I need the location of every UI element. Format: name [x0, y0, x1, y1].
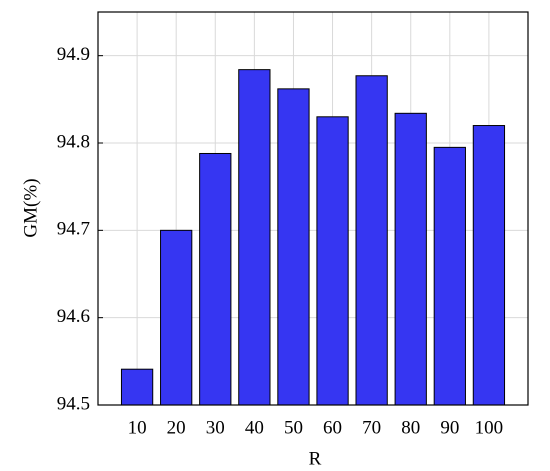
- x-tick-label: 90: [440, 417, 459, 438]
- x-tick-label: 50: [284, 417, 303, 438]
- x-tick-label: 100: [475, 417, 504, 438]
- bar: [238, 69, 271, 406]
- y-tick-label: 94.7: [57, 219, 90, 240]
- y-tick-label: 94.8: [57, 131, 90, 152]
- x-tick-label: 60: [323, 417, 342, 438]
- x-tick-label: 70: [362, 417, 381, 438]
- y-tick-label: 94.9: [57, 44, 90, 65]
- bar: [277, 88, 310, 406]
- bar: [433, 146, 466, 406]
- y-axis-label: GM(%): [20, 178, 41, 237]
- x-tick-label: 20: [167, 417, 186, 438]
- bar: [199, 152, 232, 406]
- y-tick-label: 94.5: [57, 393, 90, 414]
- plot-frame: [97, 11, 529, 406]
- bar: [355, 75, 388, 406]
- bar: [472, 125, 506, 406]
- bar: [160, 229, 193, 406]
- x-tick-label: 80: [401, 417, 420, 438]
- y-tick-label: 94.6: [57, 306, 90, 327]
- x-tick-label: 10: [128, 417, 147, 438]
- bar: [316, 116, 349, 406]
- x-axis-label: R: [309, 448, 322, 469]
- bar: [120, 368, 154, 406]
- x-tick-label: 40: [245, 417, 264, 438]
- x-tick-label: 30: [206, 417, 225, 438]
- bar: [394, 112, 427, 406]
